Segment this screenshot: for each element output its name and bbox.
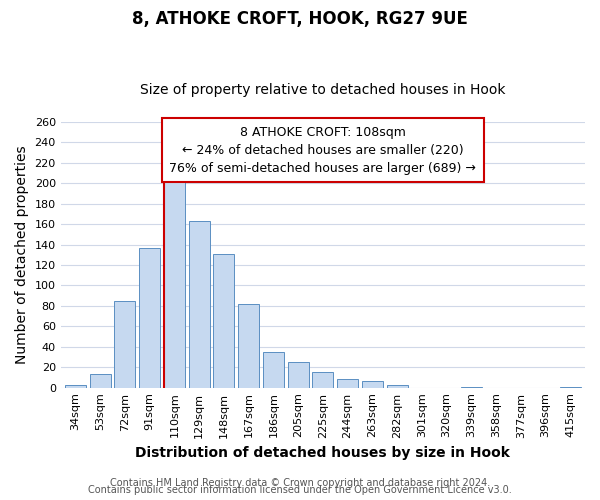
- Text: 8 ATHOKE CROFT: 108sqm
← 24% of detached houses are smaller (220)
76% of semi-de: 8 ATHOKE CROFT: 108sqm ← 24% of detached…: [169, 126, 476, 175]
- Bar: [115, 301, 136, 388]
- Bar: [287, 362, 308, 388]
- Bar: [337, 380, 358, 388]
- Text: Contains HM Land Registry data © Crown copyright and database right 2024.: Contains HM Land Registry data © Crown c…: [110, 478, 490, 488]
- Bar: [139, 248, 160, 388]
- Bar: [90, 374, 111, 388]
- Bar: [461, 386, 482, 388]
- Bar: [214, 254, 235, 388]
- Bar: [263, 352, 284, 388]
- Bar: [386, 384, 407, 388]
- Text: 8, ATHOKE CROFT, HOOK, RG27 9UE: 8, ATHOKE CROFT, HOOK, RG27 9UE: [132, 10, 468, 28]
- Bar: [188, 221, 209, 388]
- Bar: [560, 386, 581, 388]
- Y-axis label: Number of detached properties: Number of detached properties: [15, 146, 29, 364]
- Bar: [164, 175, 185, 388]
- Bar: [238, 304, 259, 388]
- Title: Size of property relative to detached houses in Hook: Size of property relative to detached ho…: [140, 83, 506, 97]
- Bar: [362, 380, 383, 388]
- Bar: [65, 384, 86, 388]
- X-axis label: Distribution of detached houses by size in Hook: Distribution of detached houses by size …: [136, 446, 510, 460]
- Text: Contains public sector information licensed under the Open Government Licence v3: Contains public sector information licen…: [88, 485, 512, 495]
- Bar: [313, 372, 334, 388]
